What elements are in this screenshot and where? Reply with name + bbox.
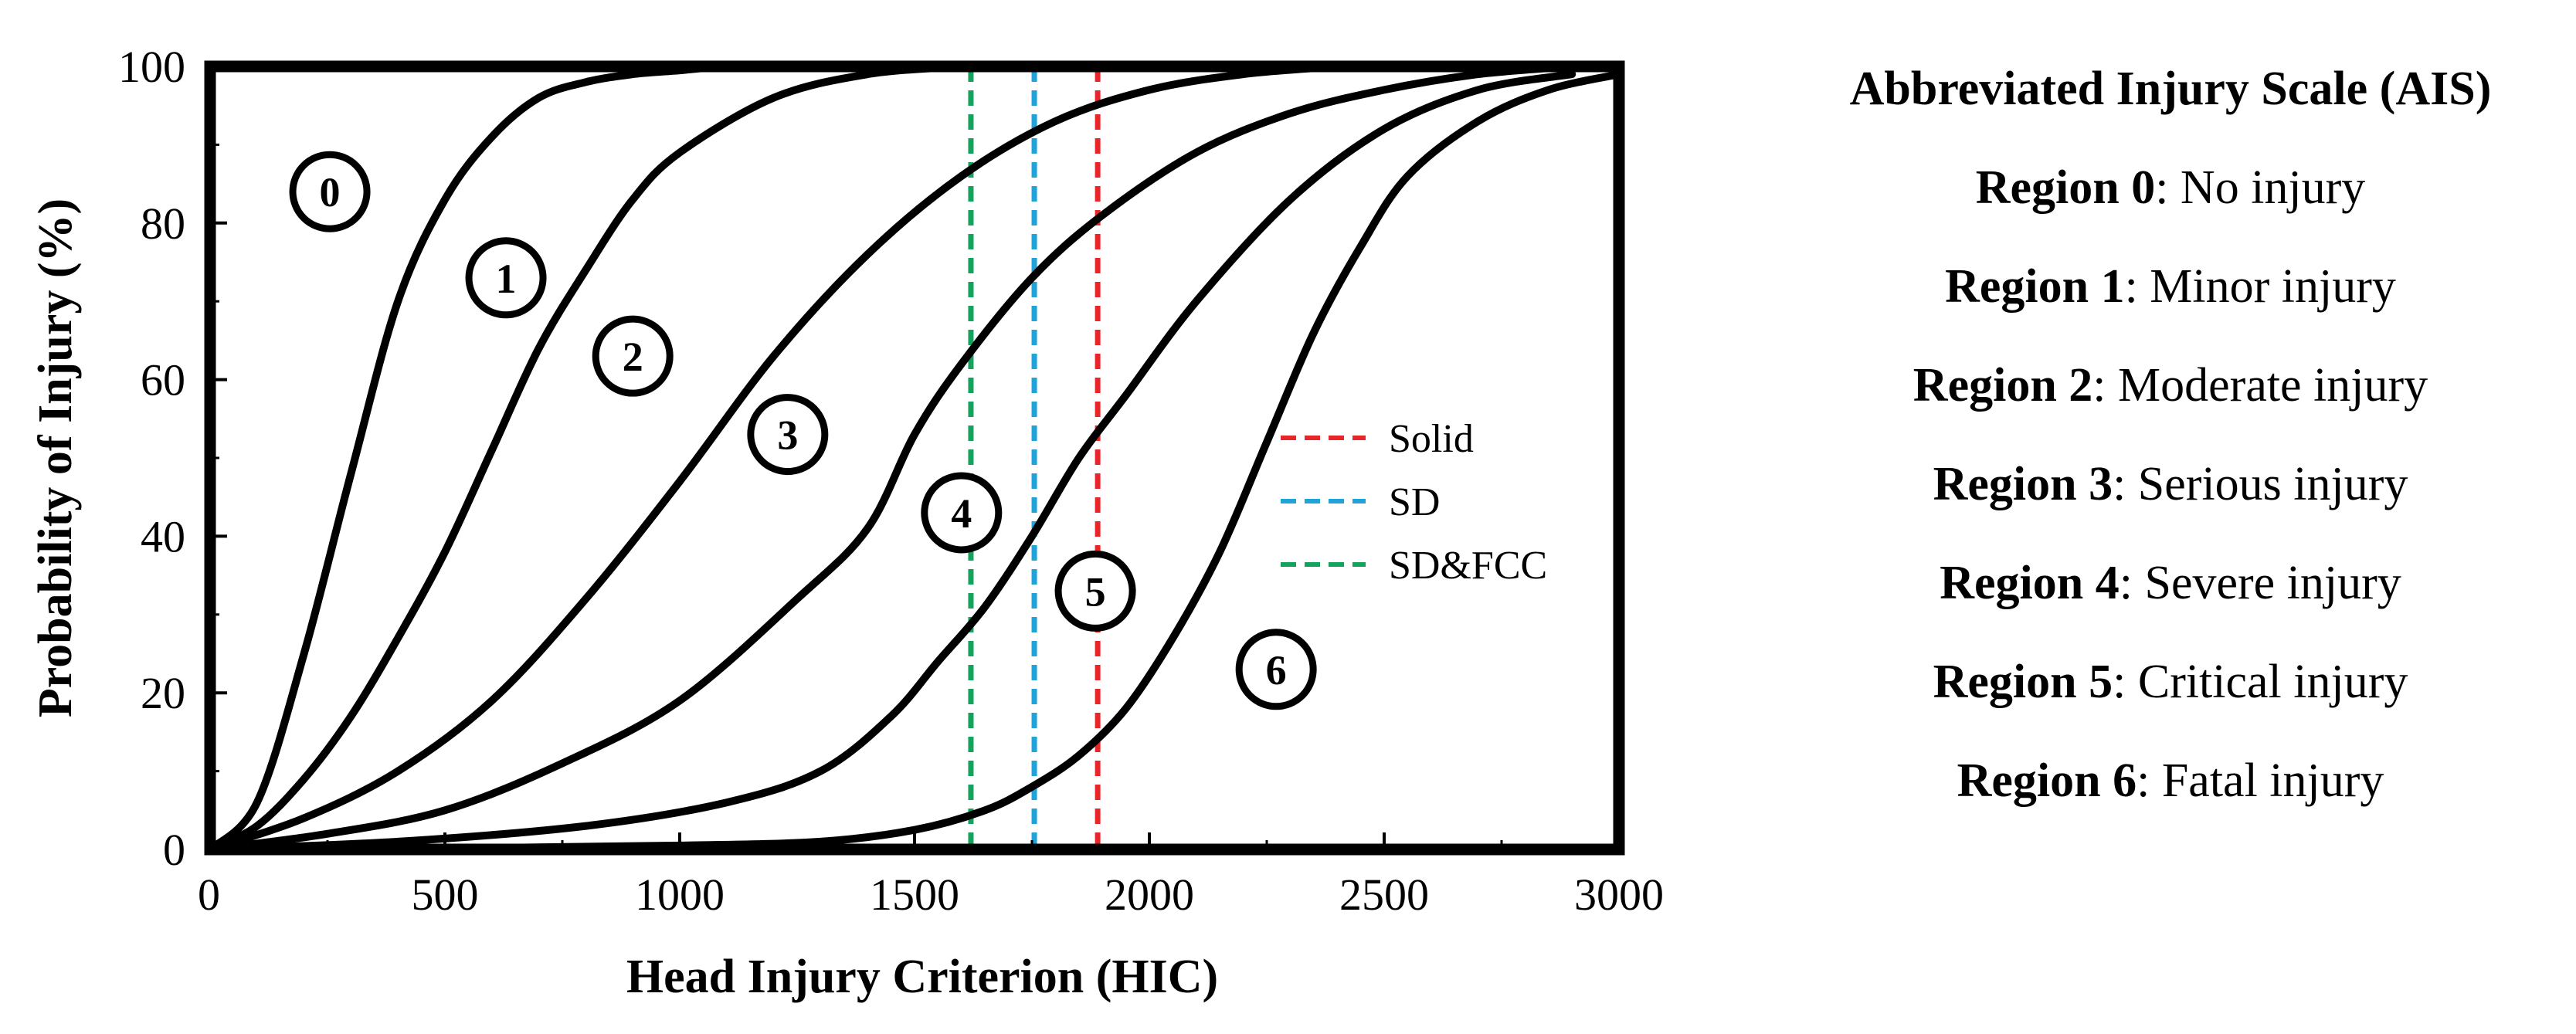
region-circle-2	[592, 315, 674, 397]
region-circle-6	[1235, 629, 1317, 710]
series-line-2	[206, 63, 1342, 853]
ais-row-3: Region 3: Serious injury	[1769, 453, 2572, 552]
region-label-3: 3	[777, 412, 798, 459]
ais-region-name: Region 2	[1912, 359, 2093, 412]
region-label-2: 2	[623, 334, 643, 380]
region-circle-3	[747, 394, 829, 476]
ais-title: Abbreviated Injury Scale (AIS)	[1849, 63, 2492, 115]
x-tick-label: 2500	[1339, 870, 1429, 920]
ais-region-desc: : Minor injury	[2124, 260, 2396, 313]
x-tick-label: 3000	[1574, 870, 1664, 920]
region-label-1: 1	[496, 256, 517, 302]
y-tick-label: 0	[163, 825, 185, 875]
legend-label-2: SD&FCC	[1389, 544, 1547, 588]
region-label-0: 0	[320, 169, 341, 215]
ais-row-2: Region 2: Moderate injury	[1769, 354, 2572, 453]
region-label-5: 5	[1085, 568, 1106, 615]
region-circle-1	[465, 237, 547, 319]
ais-panel: Abbreviated Injury Scale (AIS) Region 0:…	[1769, 62, 2572, 849]
ais-row-1: Region 1: Minor injury	[1769, 256, 2572, 354]
series-line-3	[206, 63, 1576, 853]
y-axis-title: Probability of Injury (%)	[29, 198, 82, 717]
region-circle-0	[289, 151, 371, 232]
x-tick-label: 2000	[1105, 870, 1194, 920]
region-label-6: 6	[1266, 647, 1287, 693]
y-tick-label: 80	[141, 198, 185, 249]
x-tick-label: 0	[198, 870, 220, 920]
x-tick-label: 500	[412, 870, 479, 920]
ais-row-5: Region 5: Critical injury	[1769, 651, 2572, 750]
series-line-4	[206, 70, 1576, 853]
y-tick-label: 20	[141, 668, 185, 718]
ais-region-name: Region 3	[1933, 458, 2113, 510]
ais-region-desc: : Severe injury	[2119, 557, 2401, 609]
ais-region-desc: : Fatal injury	[2136, 754, 2384, 807]
ais-region-name: Region 1	[1945, 260, 2125, 313]
ais-region-desc: : No injury	[2155, 161, 2366, 214]
region-circle-5	[1054, 550, 1136, 632]
ais-region-desc: : Critical injury	[2113, 656, 2408, 708]
series-line-0	[206, 62, 778, 853]
ais-region-name: Region 5	[1933, 656, 2113, 708]
ais-region-name: Region 4	[1940, 557, 2120, 609]
region-label-4: 4	[951, 490, 972, 537]
y-tick-label: 100	[118, 42, 185, 92]
series-line-1	[206, 63, 966, 853]
y-tick-label: 40	[141, 511, 185, 561]
region-circle-4	[921, 472, 1003, 554]
ais-region-desc: : Moderate injury	[2092, 359, 2428, 412]
ais-row-6: Region 6: Fatal injury	[1769, 750, 2572, 849]
legend-label-0: Solid	[1389, 417, 1474, 461]
ais-region-desc: : Serious injury	[2113, 458, 2408, 510]
ais-row-4: Region 4: Severe injury	[1769, 552, 2572, 651]
ais-region-name: Region 0	[1975, 161, 2156, 214]
x-tick-label: 1000	[635, 870, 725, 920]
x-axis-title: Head Injury Criterion (HIC)	[626, 951, 1218, 1003]
ais-row-0: Region 0: No injury	[1769, 157, 2572, 256]
x-tick-label: 1500	[870, 870, 959, 920]
legend-label-1: SD	[1389, 480, 1440, 524]
y-tick-label: 60	[141, 355, 185, 405]
ais-region-name: Region 6	[1957, 754, 2137, 807]
